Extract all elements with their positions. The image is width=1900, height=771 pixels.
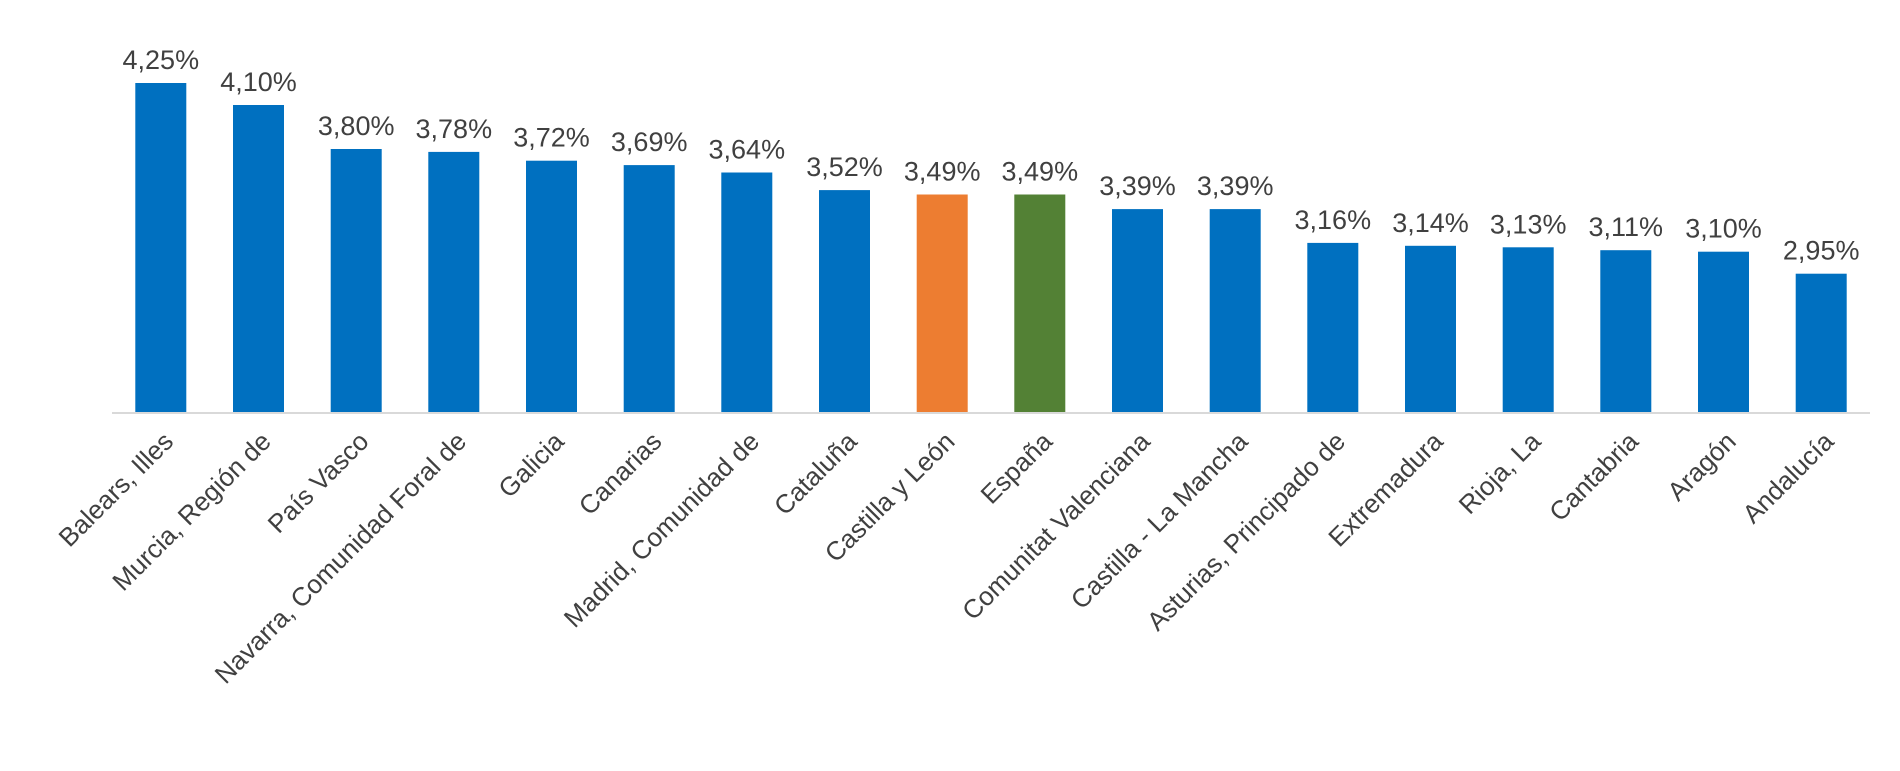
- category-label-7: Cataluña: [768, 426, 863, 521]
- category-label-4: Galicia: [492, 426, 570, 504]
- value-label-4: 3,72%: [513, 123, 590, 153]
- category-label-16: Aragón: [1661, 426, 1741, 506]
- value-label-1: 4,10%: [220, 67, 297, 97]
- bar-15: [1600, 250, 1652, 413]
- bar-2: [330, 149, 382, 413]
- bar-10: [1112, 209, 1163, 413]
- bar-12: [1307, 242, 1359, 413]
- category-label-14: Rioja, La: [1453, 426, 1547, 520]
- category-label-11: Castilla - La Mancha: [1065, 426, 1254, 615]
- value-label-13: 3,14%: [1392, 208, 1469, 238]
- category-label-17: Andalucía: [1736, 426, 1839, 529]
- value-label-15: 3,11%: [1589, 212, 1664, 242]
- bar-17: [1795, 273, 1847, 413]
- bar-3: [428, 151, 480, 413]
- category-label-15: Cantabria: [1543, 426, 1644, 527]
- bar-0: [135, 83, 187, 413]
- value-label-6: 3,64%: [709, 135, 786, 165]
- category-label-6: Madrid, Comunidad de: [558, 426, 765, 633]
- bar-11: [1209, 209, 1261, 413]
- value-labels-group: 4,25% 4,10% 3,80% 3,78% 3,72% 3,69% 3,64% 3,52%…: [123, 45, 1860, 266]
- value-label-10: 3,39%: [1099, 171, 1176, 201]
- bar-13: [1405, 245, 1456, 413]
- value-label-16: 3,10%: [1685, 214, 1762, 244]
- value-label-0: 4,25%: [123, 45, 200, 75]
- bar-8: [916, 194, 968, 413]
- bar-16: [1698, 251, 1749, 413]
- value-label-5: 3,69%: [611, 127, 688, 157]
- bar-7: [819, 190, 870, 413]
- value-label-12: 3,16%: [1295, 205, 1372, 235]
- value-label-8: 3,49%: [904, 157, 981, 187]
- value-label-7: 3,52%: [806, 152, 883, 182]
- bar-5: [623, 165, 675, 413]
- bar-4: [526, 160, 577, 413]
- value-label-11: 3,39%: [1197, 171, 1274, 201]
- bar-1: [233, 105, 284, 413]
- value-label-17: 2,95%: [1783, 236, 1860, 266]
- value-label-2: 3,80%: [318, 111, 395, 141]
- category-label-12: Asturias, Principado de: [1141, 426, 1351, 636]
- value-label-3: 3,78%: [416, 114, 493, 144]
- category-label-10: Comunitat Valenciana: [956, 426, 1156, 626]
- value-label-9: 3,49%: [1002, 157, 1079, 187]
- value-label-14: 3,13%: [1490, 209, 1567, 239]
- bar-9: [1014, 194, 1066, 413]
- bar-14: [1502, 247, 1554, 413]
- category-label-9: España: [974, 426, 1058, 510]
- bars-group: [135, 83, 1847, 413]
- category-label-5: Canarias: [573, 426, 668, 521]
- bar-6: [721, 172, 773, 413]
